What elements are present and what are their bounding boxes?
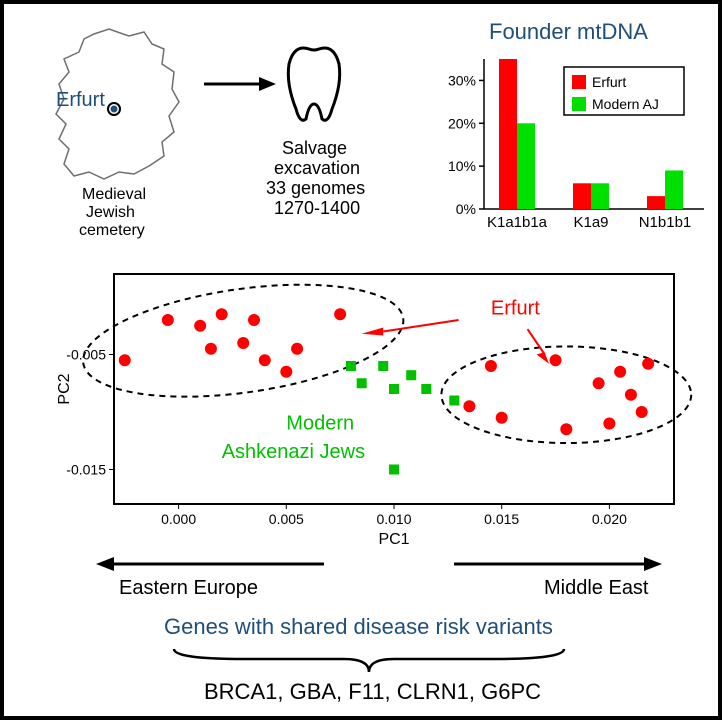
svg-text:Erfurt: Erfurt xyxy=(592,74,626,90)
middle-east-label: Middle East xyxy=(544,577,649,599)
figure-frame: Erfurt Medieval Jewish cemetery Salvage … xyxy=(0,0,722,720)
svg-text:K1a1b1a: K1a1b1a xyxy=(487,214,548,231)
erfurt-dot-inner xyxy=(111,106,118,113)
map-sub3: cemetery xyxy=(79,222,145,239)
eastern-europe-label: Eastern Europe xyxy=(119,577,258,599)
figure-svg: Erfurt Medieval Jewish cemetery Salvage … xyxy=(4,4,718,716)
genes-heading: Genes with shared disease risk variants xyxy=(164,614,553,639)
svg-text:0.020: 0.020 xyxy=(592,511,627,527)
svg-text:PC1: PC1 xyxy=(378,531,409,548)
svg-text:PC2: PC2 xyxy=(56,373,73,404)
svg-text:Modern: Modern xyxy=(286,412,354,434)
svg-text:30%: 30% xyxy=(448,72,476,88)
svg-text:N1b1b1: N1b1b1 xyxy=(639,214,692,231)
tooth-line2: excavation xyxy=(274,158,360,178)
svg-text:0.005: 0.005 xyxy=(269,511,304,527)
genes-list: BRCA1, GBA, F11, CLRN1, G6PC xyxy=(204,679,541,704)
svg-text:0.010: 0.010 xyxy=(376,511,411,527)
tooth-line4: 1270-1400 xyxy=(274,198,360,218)
tooth-line1: Salvage xyxy=(282,138,347,158)
svg-text:-0.015: -0.015 xyxy=(66,462,106,478)
svg-text:0.015: 0.015 xyxy=(484,511,519,527)
svg-text:Erfurt: Erfurt xyxy=(491,297,540,319)
tooth-icon xyxy=(288,48,339,120)
svg-text:K1a9: K1a9 xyxy=(573,214,608,231)
svg-text:Ashkenazi Jews: Ashkenazi Jews xyxy=(222,441,365,463)
svg-text:10%: 10% xyxy=(448,158,476,174)
tooth-line3: 33 genomes xyxy=(266,178,365,198)
erfurt-city-label: Erfurt xyxy=(56,89,105,111)
map-sub1: Medieval xyxy=(82,186,146,203)
arrow-map-to-tooth xyxy=(204,77,276,91)
svg-text:0%: 0% xyxy=(456,201,476,217)
bar-chart: 0% 10% 20% 30% K1a1b1a K1a9 N1b1b1 Erfurt Modern… xyxy=(448,59,704,231)
svg-text:20%: 20% xyxy=(448,115,476,131)
map-sub2: Jewish xyxy=(86,204,135,221)
svg-text:0.000: 0.000 xyxy=(161,511,196,527)
bar-title: Founder mtDNA xyxy=(489,19,648,44)
curly-brace xyxy=(174,649,564,672)
svg-text:-0.005: -0.005 xyxy=(66,347,106,363)
svg-text:Modern AJ: Modern AJ xyxy=(592,96,659,112)
pc1-axis-arrows xyxy=(96,557,662,571)
pca-plot: 0.000 0.005 0.010 0.015 0.020 PC1 -0.015 -0.005… xyxy=(56,267,691,548)
